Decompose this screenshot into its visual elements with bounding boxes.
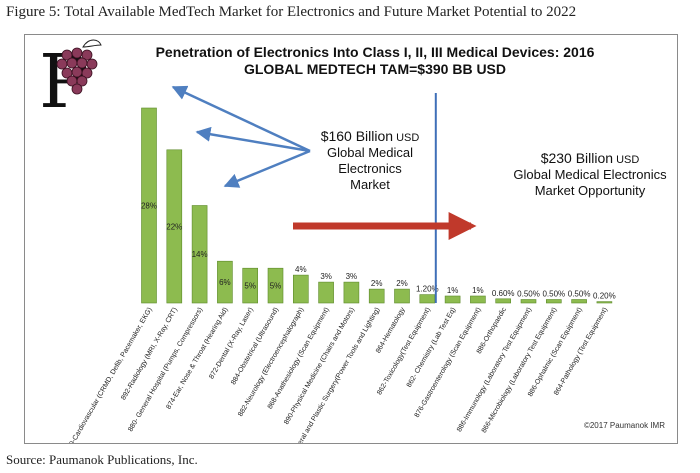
value-label-8: 3% — [320, 272, 332, 281]
bar-10 — [368, 288, 385, 304]
bar-8 — [318, 281, 334, 304]
bar-4 — [217, 260, 233, 304]
right-unit: USD — [616, 154, 639, 166]
paumanok-logo: P — [39, 39, 102, 125]
chart-subtitle: GLOBAL MEDTECH TAM=$390 BB USD — [244, 61, 506, 77]
grape-12 — [76, 75, 88, 87]
value-label-9: 3% — [346, 272, 358, 281]
grape-3 — [81, 49, 93, 61]
bar-1 — [141, 107, 157, 304]
category-label-13: 862- Chemistry (Lab Test Eq) — [406, 306, 458, 388]
grape-6 — [76, 57, 88, 69]
bar-5 — [242, 267, 258, 304]
grape-5 — [66, 57, 78, 69]
bar-11 — [394, 288, 410, 304]
value-label-12: 1.20% — [416, 285, 439, 294]
value-label-11: 2% — [396, 279, 408, 288]
right-annotation-line2: Global Medical Electronics — [513, 167, 667, 182]
category-labels: 870-Cardiovascular (CRMD, Defib, Pacemak… — [65, 306, 610, 443]
left-annotation-line3: Electronics — [338, 161, 402, 176]
chart-frame: P Penetration of Electronics Into Class … — [24, 34, 678, 444]
figure-caption: Figure 5: Total Available MedTech Market… — [6, 4, 577, 20]
chart-title: Penetration of Electronics Into Class I,… — [156, 44, 595, 60]
right-annotation-line1: $230 Billion USD — [541, 150, 640, 166]
value-label-10: 2% — [371, 279, 383, 288]
bar-14 — [470, 295, 486, 304]
category-label-5: 872-Dental (X-Ray, Laser) — [208, 307, 255, 381]
grape-10 — [81, 67, 93, 79]
category-label-18: 886-Ophalmic (Scan Equipment) — [527, 307, 584, 398]
blue-arrow-2 — [195, 126, 311, 153]
value-label-1: 28% — [141, 202, 157, 211]
value-label-17: 0.50% — [542, 290, 565, 299]
bar-15 — [495, 298, 512, 304]
left-annotation-line1: $160 Billion USD — [321, 128, 420, 144]
value-label-14: 1% — [472, 286, 484, 295]
value-label-2: 22% — [166, 222, 182, 231]
bar-13 — [444, 295, 461, 304]
value-label-7: 4% — [295, 265, 307, 274]
value-label-5: 5% — [244, 282, 256, 291]
blue-arrow-1 — [171, 85, 311, 153]
grape-7 — [86, 58, 98, 70]
category-label-6: 884-Obstetrical (Ultrasound) — [230, 307, 280, 387]
bar-2 — [166, 149, 183, 304]
grape-2 — [71, 47, 83, 59]
value-label-19: 0.20% — [593, 292, 616, 301]
grape-9 — [71, 66, 83, 78]
right-annotation-line3: Market Opportunity — [535, 183, 646, 198]
bar-17 — [545, 299, 562, 304]
bar-9 — [343, 281, 360, 304]
left-amount: $160 Billion — [321, 128, 393, 144]
bar-3 — [191, 205, 208, 304]
bar-19 — [596, 301, 613, 304]
value-label-18: 0.50% — [568, 290, 591, 299]
category-label-19: 864-Pathology (Test Equipment) — [553, 307, 609, 397]
grape-cluster-icon — [56, 39, 102, 95]
right-amount: $230 Billion — [541, 150, 613, 166]
value-labels: 28%22%14%6% 5% 5%4%3% 3%2% 2%1.20% 1% 1% 0.60% 0… — [141, 202, 616, 301]
source-note: Source: Paumanok Publications, Inc. — [6, 452, 198, 467]
value-label-13: 1% — [447, 286, 459, 295]
left-annotation: $160 Billion USD Global Medical Electroni… — [321, 128, 420, 192]
right-annotation: $230 Billion USD Global Medical Electroni… — [513, 150, 667, 198]
bar-16 — [520, 299, 537, 304]
blue-arrows — [171, 85, 311, 188]
grape-13 — [71, 83, 83, 95]
grape-leaf-icon — [82, 39, 102, 48]
grape-4 — [56, 58, 68, 70]
bar-chart: P Penetration of Electronics Into Class … — [39, 39, 667, 443]
category-label-10: 878-General and Plastic Surgery(Power To… — [283, 307, 381, 444]
bar-12 — [419, 294, 436, 304]
copyright-text: ©2017 Paumanok IMR — [584, 421, 665, 430]
value-label-4: 6% — [219, 278, 231, 287]
bar-18 — [571, 299, 587, 304]
bar-7 — [292, 274, 309, 304]
category-label-12: 862-Toxicology(Test Equipment) — [376, 307, 432, 397]
value-label-6: 5% — [270, 282, 282, 291]
bar-6 — [267, 267, 284, 304]
value-label-15: 0.60% — [492, 289, 515, 298]
blue-arrow-3 — [223, 149, 311, 188]
value-label-3: 14% — [192, 250, 208, 259]
value-label-16: 0.50% — [517, 290, 540, 299]
bar-series — [141, 107, 613, 304]
left-unit: USD — [396, 132, 419, 144]
left-annotation-line4: Market — [350, 177, 390, 192]
left-annotation-line2: Global Medical — [327, 145, 413, 160]
